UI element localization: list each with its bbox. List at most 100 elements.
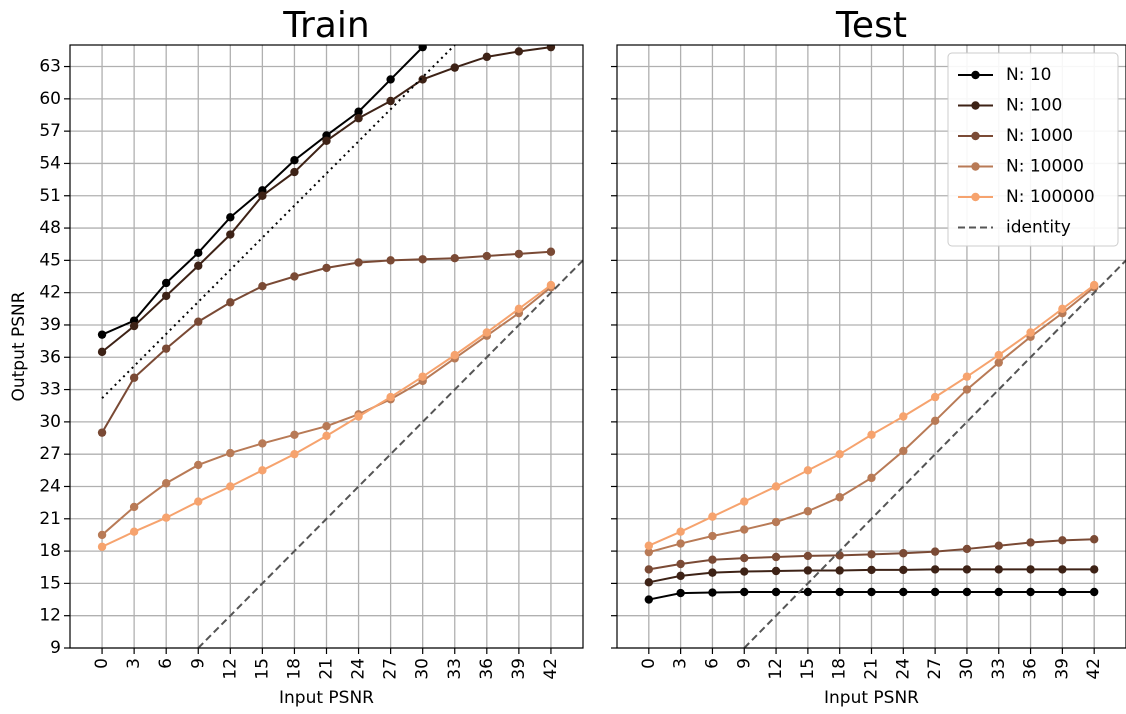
panel-0-series-point-1 (546, 45, 556, 52)
panel-1-series-point-4 (930, 392, 940, 402)
legend-swatch-marker (971, 162, 980, 171)
panel-1-xtick-label: 3 (671, 658, 691, 669)
panel-1-series-point-3 (962, 385, 972, 394)
panel-0-series-point-4 (226, 482, 235, 491)
panel-0-xtick-label: 27 (381, 658, 401, 680)
panel-1-series-point-0 (803, 587, 813, 597)
panel-0-series-point-3 (129, 502, 139, 512)
legend-swatch-marker (971, 192, 980, 202)
panel-1-series-point-0 (899, 587, 908, 597)
panel-0-series-point-1 (386, 96, 395, 106)
panel-0-series-point-4 (290, 449, 299, 459)
panel-1-xtick-label: 39 (1052, 658, 1072, 680)
panel-1-series-point-1 (708, 568, 717, 577)
panel-0-series-point-3 (226, 448, 235, 458)
panel-1-series-point-3 (740, 525, 749, 534)
panel-0-series-point-1 (97, 347, 107, 357)
panel-1-series-point-2 (962, 544, 972, 554)
panel-0-xtick-label: 6 (156, 658, 176, 669)
panel-0-series-point-0 (161, 278, 171, 288)
legend-swatch-marker (971, 70, 980, 80)
panel-0-dotted-line (101, 45, 456, 399)
panel-1-series-point-2 (644, 565, 654, 574)
panel-1-series-point-4 (1058, 304, 1067, 314)
panel-0-xtick-label: 9 (188, 658, 208, 669)
panel-1-series-point-0 (930, 587, 940, 597)
panel-1-series-point-0 (994, 587, 1003, 597)
panel-0-series-point-2 (354, 258, 363, 267)
panel-0-series-point-0 (226, 213, 235, 222)
panel-1-series-point-4 (676, 527, 685, 536)
legend-swatch-marker (971, 101, 980, 110)
panel-0-series-point-3 (97, 530, 107, 540)
panel-0-ytick-label: 60 (39, 89, 61, 109)
panel-0-series-point-1 (322, 136, 331, 146)
panel-0-ytick-label: 21 (39, 509, 61, 529)
panel-1-series-point-1 (676, 571, 685, 581)
panel-1-series-point-4 (708, 512, 717, 521)
panel-0-series-point-3 (161, 479, 171, 488)
panel-1-series-point-1 (1026, 565, 1035, 574)
panel-0-xtick-label: 39 (509, 658, 529, 680)
panel-0-series-point-2 (482, 251, 492, 261)
panel-0-ytick-label: 39 (39, 315, 61, 335)
legend-swatch-marker (971, 131, 980, 141)
panel-0-xtick-label: 12 (220, 658, 240, 680)
panel-0-xtick-label: 21 (317, 658, 337, 680)
panel-1-series-point-1 (962, 565, 972, 574)
panel-0-series-point-4 (418, 372, 427, 381)
panel-0-series-point-2 (514, 249, 524, 259)
panel-0-series-point-1 (482, 52, 492, 62)
panel-1-series-point-3 (899, 446, 908, 456)
panel-0-series-point-2 (290, 272, 299, 281)
panel-1-series-point-2 (930, 547, 940, 556)
panel-1-series-point-4 (803, 466, 813, 475)
panel-0-series-point-1 (450, 63, 459, 72)
panel-1-series-point-3 (803, 507, 813, 516)
panel-0-series-point-1 (514, 47, 524, 56)
panel-1-series-point-3 (676, 539, 685, 548)
panel-1-xtick-label: 18 (830, 658, 850, 680)
panel-0-ytick-label: 63 (39, 57, 61, 77)
panel-0-series-point-2 (450, 254, 459, 263)
panel-0-series-point-0 (354, 107, 363, 116)
panel-0-series-point-2 (322, 263, 331, 273)
panel-1-plot-area (644, 259, 1126, 648)
panel-0-ytick-label: 15 (39, 573, 61, 593)
panel-0-series-point-2 (194, 317, 203, 326)
panel-1-series-point-2 (676, 559, 685, 569)
panel-0-series-point-1 (161, 291, 171, 301)
panel-1-xtick-label: 15 (798, 658, 818, 680)
panel-0-series-point-4 (322, 431, 331, 441)
panel-1-series-point-1 (1058, 565, 1067, 574)
panel-0-xtick-label: 36 (477, 658, 497, 680)
legend-label: N: 10 (1006, 65, 1051, 85)
panel-1-xlabel: Input PSNR (824, 688, 919, 708)
panel-0-xtick-label: 15 (252, 658, 272, 680)
panel-1-series-point-4 (740, 497, 749, 506)
panel-1-series-point-0 (740, 587, 749, 597)
panel-1-series-point-0 (1026, 587, 1035, 597)
panel-0-series-point-4 (514, 304, 524, 314)
panel-1-series-point-0 (962, 587, 972, 597)
panel-0-ytick-label: 54 (39, 153, 61, 173)
panel-0-series-point-4 (161, 513, 171, 522)
panel-1-series-point-0 (676, 588, 685, 598)
panel-1-series-point-2 (803, 551, 813, 561)
panel-0-series-point-2 (258, 282, 267, 291)
panel-0-series-point-4 (482, 328, 492, 337)
panel-1-series-point-0 (644, 595, 654, 604)
panel-1-series-point-2 (771, 552, 781, 562)
panel-0-series-point-1 (129, 321, 139, 331)
panel-1-series-point-0 (835, 587, 844, 597)
panel-1-series-point-0 (1089, 587, 1099, 597)
panel-1-series-point-2 (899, 549, 908, 558)
panel-1-series-point-4 (644, 541, 654, 550)
panel-0-series-point-4 (97, 542, 107, 551)
panel-0-group: 0 3 6 9 12 15 18 21 24 27 30 33 36 39 4291215182124273… (9, 5, 584, 708)
panel-0-series-point-1 (290, 167, 299, 177)
panel-0-series-point-2 (546, 247, 556, 256)
panel-1-series-point-1 (835, 566, 844, 575)
